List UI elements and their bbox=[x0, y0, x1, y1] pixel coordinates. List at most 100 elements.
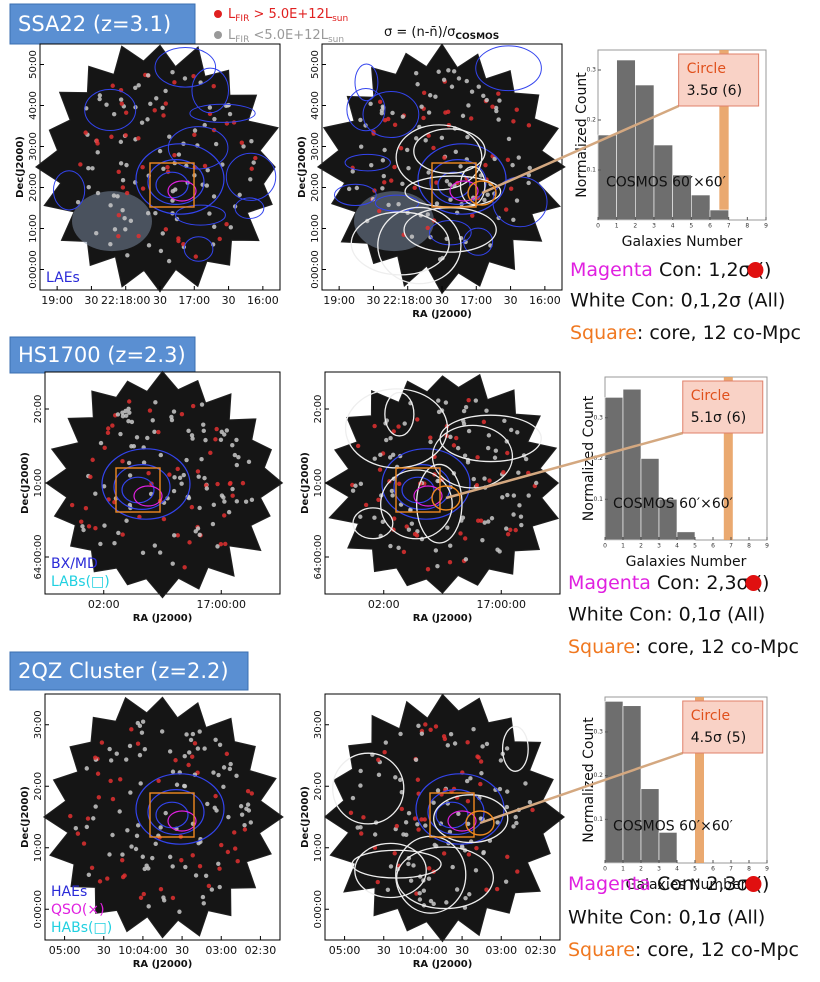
faint-source bbox=[390, 111, 394, 115]
faint-source bbox=[172, 475, 176, 479]
x-tick-label: 8 bbox=[745, 223, 749, 230]
bright-source bbox=[84, 506, 88, 510]
faint-source bbox=[500, 495, 504, 499]
x-tick-label: 05:00 bbox=[329, 944, 361, 957]
callout-value: 3.5σ (6) bbox=[687, 83, 742, 99]
bright-source bbox=[146, 471, 150, 475]
faint-source bbox=[390, 493, 394, 497]
faint-source bbox=[112, 112, 116, 116]
faint-source bbox=[81, 528, 85, 532]
bright-source bbox=[501, 470, 505, 474]
x-tick-label: 0 bbox=[596, 223, 600, 230]
faint-source bbox=[229, 225, 233, 229]
bright-source bbox=[448, 560, 452, 564]
faint-source bbox=[154, 842, 158, 846]
faint-source bbox=[207, 211, 211, 215]
faint-source bbox=[446, 68, 450, 72]
faint-source bbox=[193, 128, 197, 132]
faint-source bbox=[396, 546, 400, 550]
legend-sub: sun bbox=[332, 14, 348, 24]
faint-source bbox=[418, 891, 422, 895]
bright-source bbox=[378, 467, 382, 471]
callout-title: Circle bbox=[691, 388, 730, 404]
faint-source bbox=[472, 477, 476, 481]
bright-source bbox=[469, 116, 473, 120]
faint-source bbox=[93, 492, 97, 496]
bright-source bbox=[224, 222, 228, 226]
bright-source bbox=[506, 532, 510, 536]
y-axis-label: Dec(J2000) bbox=[300, 786, 311, 848]
faint-source bbox=[481, 94, 485, 98]
faint-source bbox=[136, 83, 140, 87]
y-tick-label: 40:00 bbox=[28, 91, 39, 120]
faint-source bbox=[189, 738, 193, 742]
faint-source bbox=[494, 449, 498, 453]
faint-source bbox=[440, 136, 444, 140]
faint-source bbox=[502, 419, 506, 423]
faint-source bbox=[147, 243, 151, 247]
x-tick-label: 30 bbox=[97, 944, 111, 957]
faint-source bbox=[122, 216, 126, 220]
bright-source bbox=[458, 531, 462, 535]
bright-source bbox=[79, 519, 83, 523]
faint-source bbox=[135, 834, 139, 838]
bar bbox=[623, 389, 641, 540]
faint-source bbox=[201, 422, 205, 426]
faint-source bbox=[175, 783, 179, 787]
bright-source bbox=[198, 864, 202, 868]
bright-source bbox=[376, 758, 380, 762]
y-tick-label: 0:00:00 bbox=[313, 890, 324, 929]
faint-source bbox=[373, 456, 377, 460]
bright-source bbox=[142, 892, 146, 896]
x-tick-label: 6 bbox=[711, 543, 715, 550]
faint-source bbox=[214, 142, 218, 146]
faint-source bbox=[515, 430, 519, 434]
faint-source bbox=[109, 758, 113, 762]
faint-source bbox=[494, 109, 498, 113]
bright-source bbox=[431, 146, 435, 150]
bright-source bbox=[121, 185, 125, 189]
x-tick-label: 5 bbox=[693, 543, 697, 550]
faint-source bbox=[135, 435, 139, 439]
bright-source bbox=[382, 750, 386, 754]
faint-source bbox=[373, 832, 377, 836]
bright-source bbox=[98, 879, 102, 883]
x-tick-label: 0 bbox=[603, 866, 607, 873]
faint-source bbox=[511, 218, 515, 222]
faint-source bbox=[534, 481, 538, 485]
faint-source bbox=[148, 102, 152, 106]
note-white: White Con: 0,1σ (All) bbox=[568, 907, 765, 929]
bright-source bbox=[397, 482, 401, 486]
faint-source bbox=[505, 493, 509, 497]
faint-source bbox=[481, 851, 485, 855]
faint-source bbox=[378, 453, 382, 457]
bright-source bbox=[148, 408, 152, 412]
bright-source bbox=[349, 811, 353, 815]
bright-source bbox=[96, 772, 100, 776]
note-text: : core, 12 co-Mpc bbox=[635, 636, 799, 658]
legend-bright: LFIR > 5.0E+12Lsun bbox=[228, 7, 348, 24]
bar bbox=[659, 832, 677, 863]
bright-source bbox=[219, 843, 223, 847]
faint-source bbox=[127, 410, 131, 414]
bright-source bbox=[428, 435, 432, 439]
bright-source bbox=[514, 528, 518, 532]
x-tick-label: 9 bbox=[765, 866, 769, 873]
faint-source bbox=[212, 117, 216, 121]
faint-source bbox=[420, 731, 424, 735]
faint-source bbox=[197, 474, 201, 478]
bright-source bbox=[359, 831, 363, 835]
y-axis-label: Dec(J2000) bbox=[20, 452, 31, 514]
bright-source bbox=[393, 851, 397, 855]
cosmos-note: COSMOS 60′×60′ bbox=[613, 818, 733, 834]
bright-source bbox=[111, 797, 115, 801]
faint-source bbox=[495, 820, 499, 824]
bright-source bbox=[95, 141, 99, 145]
x-tick-label: 30 bbox=[455, 944, 469, 957]
faint-source bbox=[497, 98, 501, 102]
note-square: Square: core, 12 co-Mpc bbox=[570, 322, 801, 344]
bright-source bbox=[78, 162, 82, 166]
bright-source bbox=[515, 108, 519, 112]
bright-source bbox=[232, 830, 236, 834]
red-dot bbox=[745, 876, 761, 892]
